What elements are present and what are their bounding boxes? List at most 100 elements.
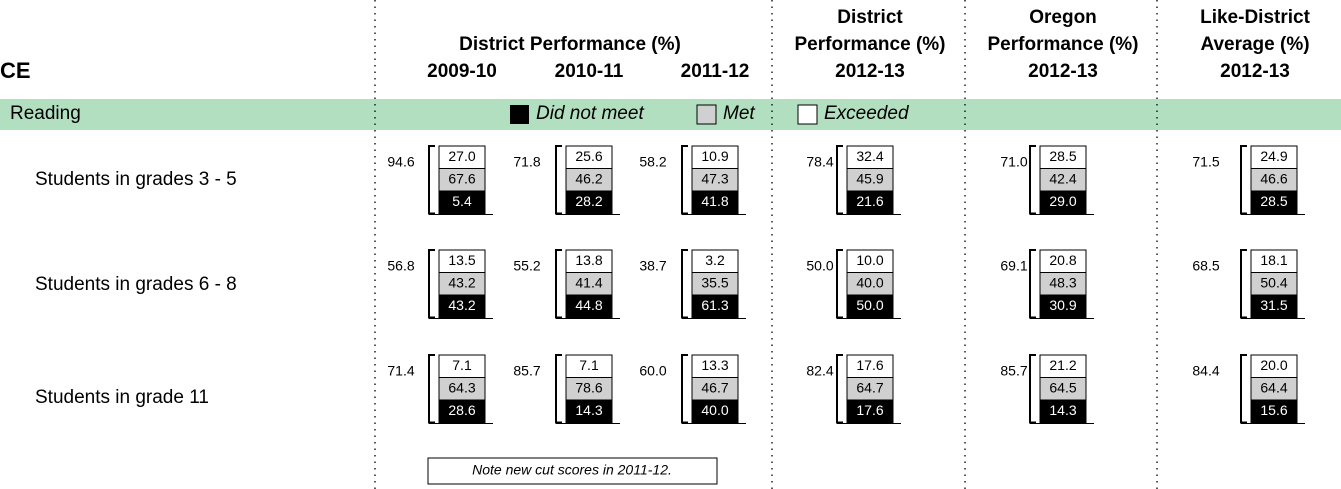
total-value: 85.7 (513, 363, 540, 379)
met-value: 50.4 (1260, 274, 1287, 290)
not-met-value: 31.5 (1260, 297, 1287, 313)
row-label: Students in grades 3 - 5 (35, 169, 237, 190)
not-met-value: 61.3 (701, 297, 728, 313)
bracket (681, 249, 688, 319)
total-value: 38.7 (639, 258, 666, 274)
total-value: 56.8 (387, 258, 414, 274)
legend-label: Met (723, 103, 755, 124)
bracket (1240, 249, 1247, 319)
year-header: 2011-12 (681, 61, 750, 82)
met-value: 46.2 (575, 170, 602, 186)
legend-swatch (696, 104, 717, 125)
met-value: 41.4 (575, 274, 602, 290)
bracket (428, 354, 435, 424)
not-met-value: 14.3 (1049, 402, 1076, 418)
bracket (1240, 145, 1247, 215)
subject: Reading (10, 103, 81, 124)
bracket (428, 249, 435, 319)
row-label: Students in grades 6 - 8 (35, 274, 237, 295)
not-met-box (438, 399, 486, 423)
not-met-box (1039, 399, 1087, 423)
exceeded-value: 28.5 (1049, 148, 1076, 164)
section-title: CE (0, 58, 31, 83)
bracket (428, 145, 435, 215)
met-value: 35.5 (701, 274, 728, 290)
column-header: 2012-13 (835, 61, 905, 82)
not-met-box (565, 190, 613, 214)
not-met-value: 43.2 (448, 297, 475, 313)
bracket (1029, 354, 1036, 424)
not-met-box (846, 294, 894, 318)
not-met-value: 44.8 (575, 297, 602, 313)
not-met-value: 15.6 (1260, 402, 1287, 418)
not-met-value: 29.0 (1049, 193, 1076, 209)
total-value: 71.8 (513, 154, 540, 170)
note: Note new cut scores in 2011-12. (472, 462, 672, 478)
not-met-box (565, 294, 613, 318)
not-met-value: 17.6 (856, 402, 883, 418)
total-value: 69.1 (1000, 258, 1027, 274)
not-met-box (565, 399, 613, 423)
total-value: 60.0 (639, 363, 666, 379)
bracket (555, 145, 562, 215)
met-value: 64.3 (448, 379, 475, 395)
not-met-value: 41.8 (701, 193, 728, 209)
not-met-value: 28.5 (1260, 193, 1287, 209)
total-value: 71.4 (387, 363, 414, 379)
total-value: 50.0 (806, 258, 833, 274)
exceeded-value: 13.8 (575, 252, 602, 268)
not-met-value: 30.9 (1049, 297, 1076, 313)
bracket (1029, 249, 1036, 319)
not-met-box (846, 399, 894, 423)
exceeded-value: 3.2 (705, 252, 725, 268)
met-value: 46.7 (701, 379, 728, 395)
column-header: 2012-13 (1220, 61, 1290, 82)
exceeded-value: 21.2 (1049, 357, 1076, 373)
not-met-value: 28.2 (575, 193, 602, 209)
not-met-box (1250, 190, 1298, 214)
column-header: District (837, 7, 903, 28)
met-value: 42.4 (1049, 170, 1076, 186)
bracket (681, 354, 688, 424)
not-met-box (1250, 399, 1298, 423)
total-value: 94.6 (387, 154, 414, 170)
bracket (836, 145, 843, 215)
column-header: 2012-13 (1028, 61, 1098, 82)
column-header: Performance (%) (795, 34, 946, 55)
not-met-box (691, 190, 739, 214)
exceeded-value: 32.4 (856, 148, 883, 164)
exceeded-value: 20.8 (1049, 252, 1076, 268)
bracket (836, 354, 843, 424)
not-met-box (438, 190, 486, 214)
bracket (555, 249, 562, 319)
not-met-value: 21.6 (856, 193, 883, 209)
year-header: 2009-10 (427, 61, 497, 82)
legend-swatch (510, 105, 529, 124)
exceeded-value: 10.0 (856, 252, 883, 268)
exceeded-value: 20.0 (1260, 357, 1287, 373)
not-met-box (846, 190, 894, 214)
not-met-value: 14.3 (575, 402, 602, 418)
bracket (836, 249, 843, 319)
bracket (1240, 354, 1247, 424)
legend-swatch (797, 104, 818, 125)
total-value: 85.7 (1000, 363, 1027, 379)
met-value: 78.6 (575, 379, 602, 395)
not-met-value: 50.0 (856, 297, 883, 313)
total-value: 68.5 (1192, 258, 1219, 274)
legend-label: Did not meet (536, 103, 644, 124)
total-value: 78.4 (806, 154, 833, 170)
not-met-value: 28.6 (448, 402, 475, 418)
not-met-value: 5.4 (452, 193, 472, 209)
note-box (427, 457, 718, 485)
exceeded-value: 7.1 (579, 357, 599, 373)
exceeded-value: 7.1 (452, 357, 472, 373)
total-value: 55.2 (513, 258, 540, 274)
exceeded-value: 18.1 (1260, 252, 1287, 268)
total-value: 84.4 (1192, 363, 1219, 379)
exceeded-value: 17.6 (856, 357, 883, 373)
not-met-box (1039, 294, 1087, 318)
column-header: Like-District (1200, 7, 1310, 28)
met-value: 67.6 (448, 170, 475, 186)
